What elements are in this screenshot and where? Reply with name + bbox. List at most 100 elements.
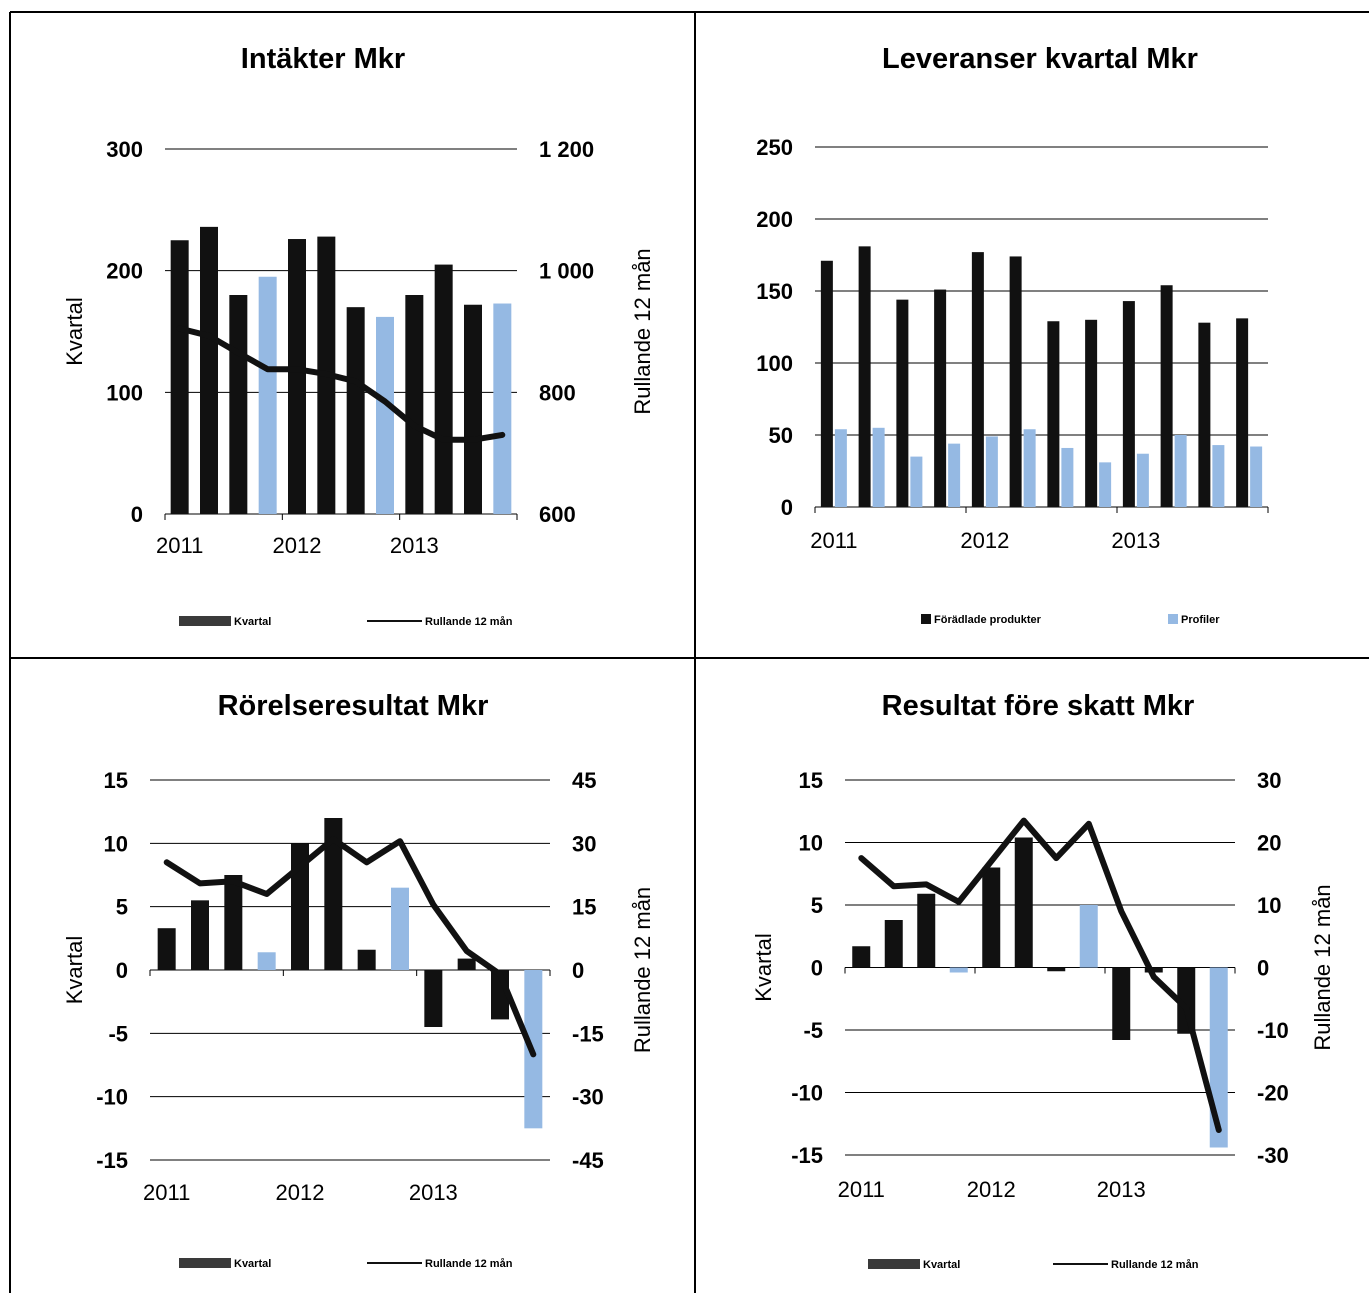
y-tick-label: 10	[799, 831, 823, 856]
y-tick-label: 0	[131, 502, 143, 527]
bar-kvartal	[224, 875, 243, 970]
y-axis-title: Kvartal	[62, 936, 87, 1004]
y-tick-label: 50	[769, 423, 793, 448]
bar-foradlade	[896, 299, 909, 507]
y-tick-label: 5	[811, 893, 823, 918]
chart-title: Rörelseresultat Mkr	[218, 690, 489, 722]
bar-foradlade	[1236, 318, 1249, 507]
bar-foradlade	[971, 252, 984, 507]
y2-tick-label: 10	[1257, 893, 1281, 918]
legend-label: Kvartal	[234, 1258, 271, 1270]
y-tick-label: 15	[799, 768, 823, 793]
bar-foradlade	[934, 289, 947, 507]
bar-kvartal	[949, 967, 968, 973]
bar-kvartal	[191, 900, 209, 970]
bar-kvartal	[917, 893, 936, 968]
bar-kvartal	[376, 316, 394, 514]
y-tick-label: -10	[96, 1085, 128, 1110]
line-rullande-12-man	[858, 817, 1222, 1133]
y-tick-label: 300	[106, 137, 143, 162]
legend-label: Kvartal	[923, 1259, 960, 1271]
legend-label: Rullande 12 mån	[1111, 1259, 1199, 1271]
y-tick-label: 250	[756, 135, 793, 160]
x-tick-label: 2011	[156, 533, 203, 558]
bar-kvartal	[457, 958, 476, 970]
bar-kvartal	[434, 264, 453, 514]
y-tick-label: 15	[104, 768, 128, 793]
legend-label: Rullande 12 mån	[425, 616, 513, 628]
line-rullande-12-man	[163, 836, 537, 1058]
y-tick-label: -5	[803, 1018, 823, 1043]
y-axis-title: Kvartal	[751, 933, 776, 1001]
bar-profiler	[1023, 429, 1036, 507]
y2-tick-label: -15	[572, 1021, 604, 1046]
bar-kvartal	[464, 304, 482, 514]
bar-profiler	[872, 427, 885, 507]
y2-tick-label: 0	[572, 958, 584, 983]
y-tick-label: 100	[106, 380, 143, 405]
bar-kvartal	[1014, 837, 1033, 968]
y2-tick-label: 30	[572, 831, 596, 856]
x-tick-label: 2012	[276, 1180, 325, 1205]
y-tick-label: 100	[756, 351, 793, 376]
y2-tick-label: 45	[572, 768, 596, 793]
legend-label: Rullande 12 mån	[425, 1258, 513, 1270]
x-tick-label: 2012	[960, 528, 1009, 553]
bar-kvartal	[982, 867, 1001, 968]
chart-rorelseresultat: Rörelseresultat Mkr -15 -10 -5 0 5 10 15 -45 -30 -…	[62, 690, 655, 1270]
y-tick-label: 200	[756, 207, 793, 232]
y-tick-label: 200	[106, 259, 143, 284]
bar-kvartal	[170, 240, 189, 514]
bar-kvartal	[200, 226, 218, 514]
bar-profiler	[834, 429, 847, 507]
bar-kvartal	[1112, 967, 1131, 1040]
chart-leveranser: Leveranser kvartal Mkr 0 50 100 150 200 250 201…	[756, 43, 1269, 626]
y-axis-title: Kvartal	[62, 297, 87, 365]
legend-swatch-box	[179, 1258, 231, 1268]
chart-title: Intäkter Mkr	[241, 43, 405, 75]
y2-axis-title: Rullande 12 mån	[630, 248, 655, 414]
bar-kvartal	[424, 970, 443, 1027]
bar-kvartal	[346, 307, 365, 514]
bar-kvartal	[324, 818, 343, 970]
bar-kvartal	[1047, 967, 1066, 972]
bar-profiler	[1212, 445, 1225, 507]
bar-kvartal	[852, 946, 871, 968]
y-tick-label: 0	[116, 958, 128, 983]
legend-label: Förädlade produkter	[934, 614, 1042, 626]
bar-profiler	[910, 456, 923, 507]
bar-kvartal	[1079, 905, 1098, 968]
bar-profiler	[1061, 447, 1074, 507]
y2-tick-label: -45	[572, 1148, 604, 1173]
y2-tick-label: 800	[539, 380, 576, 405]
y-tick-label: -10	[791, 1081, 823, 1106]
y2-tick-label: 30	[1257, 768, 1281, 793]
bar-kvartal	[493, 303, 512, 514]
bar-kvartal	[884, 920, 903, 968]
bar-foradlade	[1085, 319, 1098, 507]
bar-kvartal	[1144, 967, 1163, 973]
line-rullande-12-man	[176, 325, 506, 443]
chart-intakter: Intäkter Mkr 0 100 200 300 600 800 1 000 1 200 20…	[62, 43, 655, 628]
bar-kvartal	[258, 276, 277, 514]
y2-tick-label: 15	[572, 895, 596, 920]
y-tick-label: 150	[756, 279, 793, 304]
chart-title: Resultat före skatt Mkr	[882, 690, 1195, 722]
bar-profiler	[1136, 453, 1149, 507]
y-tick-label: 0	[811, 956, 823, 981]
y2-tick-label: 600	[539, 502, 576, 527]
legend-swatch-box	[868, 1259, 920, 1269]
x-tick-label: 2013	[1111, 528, 1160, 553]
legend-label: Profiler	[1181, 614, 1220, 626]
bar-kvartal	[357, 949, 376, 970]
bar-kvartal	[288, 239, 306, 515]
chart-title: Leveranser kvartal Mkr	[882, 43, 1198, 75]
bar-kvartal	[405, 295, 424, 514]
y2-tick-label: 1 000	[539, 259, 594, 284]
x-tick-label: 2011	[143, 1180, 190, 1205]
bar-profiler	[1099, 462, 1112, 507]
bar-foradlade	[1047, 321, 1060, 507]
bar-kvartal	[157, 928, 176, 970]
y-tick-label: -15	[791, 1143, 823, 1168]
